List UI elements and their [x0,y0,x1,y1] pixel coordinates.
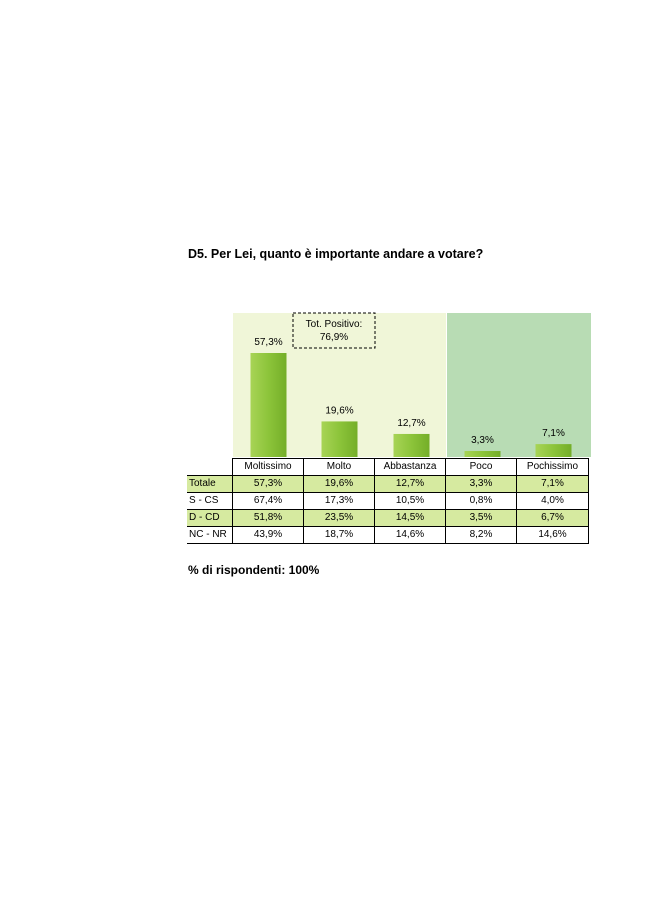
negative-band [447,313,591,457]
row-label: Totale [187,475,233,493]
table-cell: 3,5% [445,509,517,527]
value-label-molto: 19,6% [325,405,353,416]
table-cell: 3,3% [445,475,517,493]
table-cell: 0,8% [445,492,517,510]
column-header-pochissimo: Pochissimo [516,458,589,476]
column-header-poco: Poco [445,458,517,476]
table-cell: 17,3% [303,492,375,510]
bar-poco [464,451,501,457]
table-cell: 67,4% [232,492,304,510]
table-cell: 51,8% [232,509,304,527]
table-cell: 18,7% [303,526,375,544]
table-cell: 57,3% [232,475,304,493]
row-label: NC - NR [187,526,233,544]
table-header-row: Moltissimo Molto Abbastanza Poco Pochissimo [187,458,589,476]
table-cell: 8,2% [445,526,517,544]
value-label-moltissimo: 57,3% [254,337,282,348]
table-cell: 14,6% [374,526,446,544]
table-cell: 14,5% [374,509,446,527]
table-cell: 43,9% [232,526,304,544]
table-cell: 23,5% [303,509,375,527]
value-label-poco: 3,3% [471,435,494,446]
bar-abbastanza [393,433,430,457]
bar-molto [321,421,358,457]
table-row: D - CD 51,8% 23,5% 14,5% 3,5% 6,7% [187,509,589,527]
annotation-label: Tot. Positivo: [306,319,363,330]
table-cell: 12,7% [374,475,446,493]
bar-moltissimo [250,353,287,457]
column-header-moltissimo: Moltissimo [232,458,304,476]
table-row: Totale 57,3% 19,6% 12,7% 3,3% 7,1% [187,475,589,493]
table-row: NC - NR 43,9% 18,7% 14,6% 8,2% 14,6% [187,526,589,544]
row-label: D - CD [187,509,233,527]
footnote: % di rispondenti: 100% [188,563,320,577]
row-label: S - CS [187,492,233,510]
table-cell: 7,1% [516,475,589,493]
table-cell: 4,0% [516,492,589,510]
value-label-abbastanza: 12,7% [397,418,425,429]
table-cell: 6,7% [516,509,589,527]
column-header-abbastanza: Abbastanza [374,458,446,476]
column-header-molto: Molto [303,458,375,476]
table-row: S - CS 67,4% 17,3% 10,5% 0,8% 4,0% [187,492,589,510]
data-table: Moltissimo Molto Abbastanza Poco Pochissimo T… [187,458,589,544]
table-corner [187,458,233,476]
tot-positivo-annotation: Tot. Positivo: 76,9% [292,312,376,349]
annotation-value: 76,9% [320,332,348,343]
bar-pochissimo [535,444,572,457]
table-cell: 14,6% [516,526,589,544]
table-cell: 10,5% [374,492,446,510]
value-label-pochissimo: 7,1% [542,428,565,439]
table-cell: 19,6% [303,475,375,493]
chart-title: D5. Per Lei, quanto è importante andare … [188,247,484,261]
